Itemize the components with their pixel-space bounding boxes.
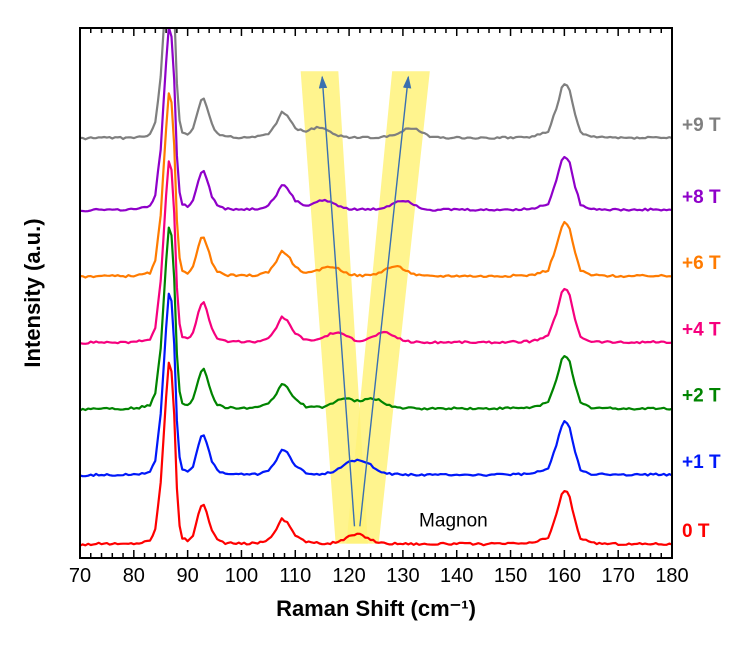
series-label: +1 T bbox=[682, 452, 721, 473]
series-label: +2 T bbox=[682, 386, 721, 407]
x-tick-label: 110 bbox=[279, 565, 311, 587]
x-tick-label: 100 bbox=[225, 565, 258, 587]
x-tick-label: 170 bbox=[601, 565, 634, 587]
x-tick-label: 150 bbox=[494, 565, 527, 587]
series-label: +9 T bbox=[682, 115, 721, 136]
magnon-annotation: Magnon bbox=[419, 510, 488, 531]
x-tick-label: 180 bbox=[655, 565, 688, 587]
x-tick-label: 130 bbox=[386, 565, 419, 587]
series-label: 0 T bbox=[682, 521, 710, 542]
x-tick-label: 160 bbox=[548, 565, 581, 587]
raman-spectra-chart: Magnon 0 T +1 T +2 T +4 T +6 T +8 T +9 T 70 80 90 1… bbox=[0, 0, 752, 659]
series-label: +4 T bbox=[682, 319, 721, 340]
x-tick-label: 70 bbox=[69, 565, 91, 587]
x-tick-label: 120 bbox=[332, 565, 365, 587]
x-tick-label: 90 bbox=[177, 565, 199, 587]
y-axis-label: Intensity (a.u.) bbox=[20, 218, 45, 367]
series-label: +6 T bbox=[682, 253, 721, 274]
series-label: +8 T bbox=[682, 187, 721, 208]
x-tick-label: 140 bbox=[440, 565, 473, 587]
x-axis-label: Raman Shift (cm⁻¹) bbox=[276, 596, 476, 621]
x-tick-label: 80 bbox=[123, 565, 145, 587]
chart-svg: Magnon 0 T +1 T +2 T +4 T +6 T +8 T +9 T 70 80 90 1… bbox=[0, 0, 752, 659]
